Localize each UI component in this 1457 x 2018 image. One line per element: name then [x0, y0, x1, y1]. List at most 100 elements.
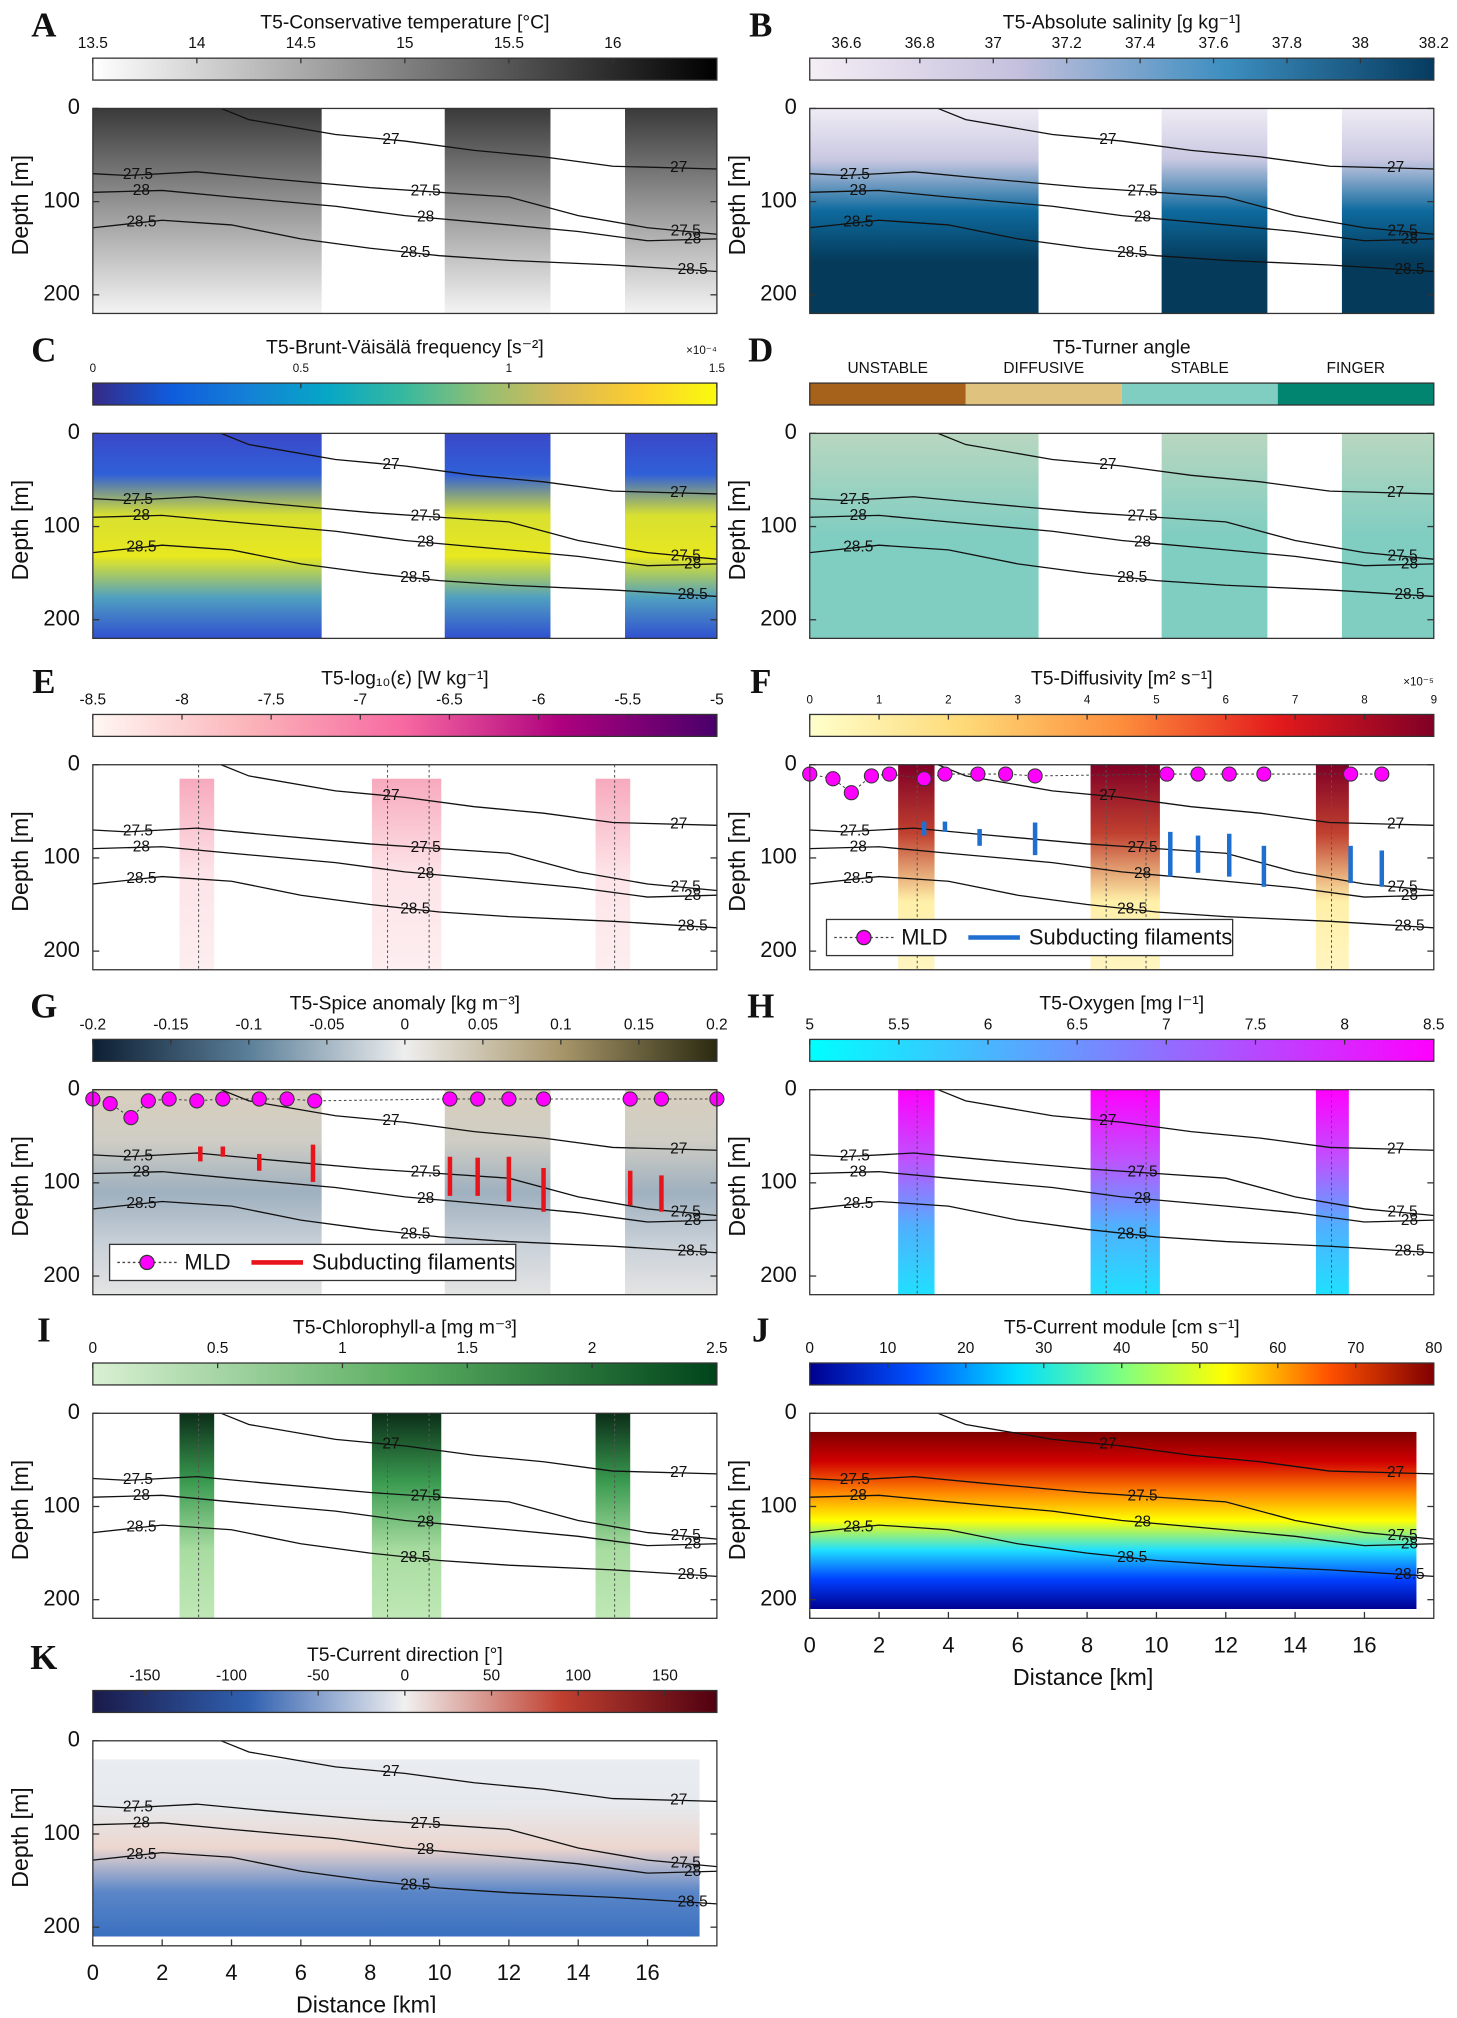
y-tick-label: 200 [760, 1262, 797, 1287]
isopycnal-label: 28.5 [843, 214, 873, 231]
isopycnal-label: 28 [1134, 209, 1151, 226]
colorbar-title: T5-log₁₀(ε) [W kg⁻¹] [321, 668, 489, 690]
mld-point [308, 1094, 322, 1108]
colorbar [810, 1039, 1434, 1061]
isopycnal-label: 28 [684, 887, 701, 904]
data-field [180, 779, 215, 970]
colorbar-exponent: ×10⁻⁵ [1403, 675, 1434, 688]
isopycnal-label: 28.5 [843, 870, 873, 887]
data-field [1316, 1090, 1349, 1295]
data-field [898, 1090, 934, 1295]
isopycnal-label: 27 [382, 1763, 399, 1780]
y-tick-label: 200 [43, 1262, 80, 1287]
colorbar-tick-label: 14.5 [286, 35, 316, 52]
mld-point [654, 1092, 668, 1106]
colorbar-tick-label: -50 [307, 1667, 329, 1684]
data-field [810, 433, 1039, 638]
isopycnal-label: 27.5 [1128, 1487, 1158, 1504]
isopycnal-label: 27.5 [1128, 839, 1158, 856]
colorbar-tick-label: -6 [532, 691, 546, 708]
legend-label: MLD [184, 1250, 230, 1275]
mld-point [103, 1097, 117, 1111]
y-tick-label: 100 [760, 1169, 797, 1194]
isopycnal-label: 28 [684, 1212, 701, 1229]
isopycnal-label: 28 [1401, 1536, 1418, 1553]
colorbar-tick-label: 9 [1431, 693, 1437, 706]
colorbar-tick-label: 38 [1352, 35, 1369, 52]
isopycnal-label: 28.5 [126, 1846, 156, 1863]
figure: AT5-Conservative temperature [°C]13.5141… [0, 0, 1457, 2013]
isopycnal-label: 27 [1099, 1436, 1116, 1453]
isopycnal-label: 28.5 [400, 1549, 430, 1566]
colorbar-tick-label: 2 [588, 1340, 597, 1357]
colorbar-tick-label: 50 [483, 1667, 500, 1684]
colorbar-title: T5-Spice anomaly [kg m⁻³] [290, 993, 520, 1015]
y-tick-label: 200 [760, 606, 797, 631]
panel-letter: H [747, 987, 774, 1026]
isopycnal-label: 27 [1387, 484, 1404, 501]
colorbar-tick-label: 7 [1292, 693, 1298, 706]
isopycnal-label: 27.5 [411, 1815, 441, 1832]
page: AT5-Conservative temperature [°C]13.5141… [0, 0, 1457, 2013]
mld-point [141, 1094, 155, 1108]
y-tick-label: 100 [43, 1820, 80, 1845]
y-tick-label: 200 [43, 937, 80, 962]
y-axis-label: Depth [m] [724, 1460, 750, 1561]
colorbar-tick-label: 2 [945, 693, 951, 706]
colorbar-title: T5-Diffusivity [m² s⁻¹] [1031, 668, 1213, 690]
colorbar-tick-label: 6 [1223, 693, 1229, 706]
isopycnal-label: 27 [1099, 787, 1116, 804]
isopycnal-label: 28.5 [843, 1518, 873, 1535]
mld-point [1222, 767, 1236, 781]
y-tick-label: 100 [760, 512, 797, 537]
y-tick-label: 200 [43, 1585, 80, 1610]
isopycnal-label: 28 [133, 507, 150, 524]
colorbar-tick-label: 7.5 [1245, 1016, 1267, 1033]
colorbar [810, 58, 1434, 80]
isopycnal-label: 28 [850, 507, 867, 524]
data-field [1342, 108, 1434, 313]
colorbar-tick-label: -6.5 [436, 691, 463, 708]
isopycnal-label: 28 [417, 533, 434, 550]
colorbar-tick-label: 37.4 [1125, 35, 1156, 52]
isopycnal-label: 28 [1401, 1212, 1418, 1229]
y-axis-label: Depth [m] [724, 155, 750, 256]
colorbar-segment [966, 383, 1122, 405]
isopycnal-label: 28.5 [126, 1518, 156, 1535]
isopycnal-label: 27.5 [123, 1471, 153, 1488]
isopycnal-label: 28 [1401, 556, 1418, 573]
x-tick-label: 12 [497, 1960, 521, 1985]
isopycnal-label: 28.5 [1117, 900, 1147, 917]
isopycnal-label: 27.5 [123, 822, 153, 839]
colorbar-title: T5-Chlorophyll-a [mg m⁻³] [293, 1316, 517, 1338]
colorbar [93, 1363, 717, 1385]
colorbar-title: T5-Oxygen [mg l⁻¹] [1039, 993, 1204, 1015]
isopycnal-label: 28.5 [678, 261, 708, 278]
isopycnal-label: 27.5 [840, 822, 870, 839]
data-field [625, 1090, 717, 1295]
isopycnal-label: 27.5 [840, 1471, 870, 1488]
mld-point [280, 1092, 294, 1106]
isopycnal-label: 27 [670, 1464, 687, 1481]
panel-letter: K [30, 1638, 57, 1677]
category-label: DIFFUSIVE [1003, 360, 1084, 377]
x-tick-label: 6 [1012, 1632, 1024, 1657]
y-tick-label: 200 [43, 606, 80, 631]
x-tick-label: 0 [87, 1960, 99, 1985]
colorbar-tick-label: 13.5 [78, 35, 108, 52]
isopycnal-label: 27 [382, 456, 399, 473]
colorbar-tick-label: 38.2 [1419, 35, 1449, 52]
mld-point [124, 1111, 138, 1125]
colorbar-tick-label: 8 [1361, 693, 1367, 706]
x-tick-label: 8 [364, 1960, 376, 1985]
isopycnal-label: 27 [382, 787, 399, 804]
x-axis-label: Distance [km] [1013, 1664, 1153, 1690]
isopycnal-label: 28 [417, 1190, 434, 1207]
data-field [1162, 108, 1268, 313]
colorbar-tick-label: -5 [710, 691, 724, 708]
y-axis-label: Depth [m] [7, 1460, 33, 1561]
colorbar-tick-label: 37.2 [1052, 35, 1082, 52]
x-tick-label: 8 [1081, 1632, 1093, 1657]
isopycnal-label: 28 [133, 1487, 150, 1504]
colorbar-tick-label: 7 [1162, 1016, 1171, 1033]
